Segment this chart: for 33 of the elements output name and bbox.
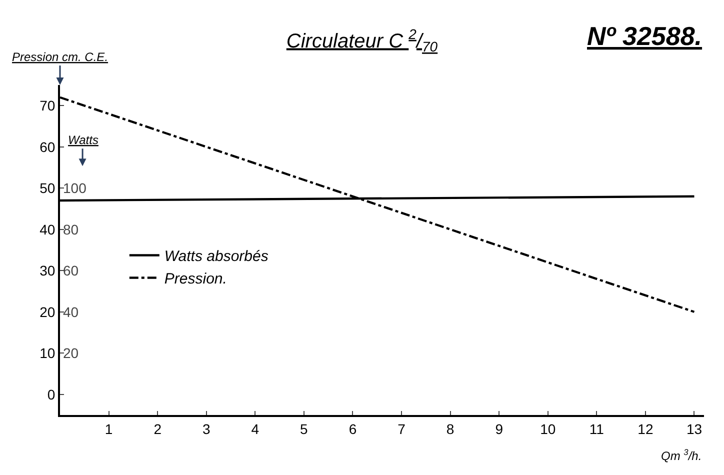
y2-tick-label: 20 (63, 345, 79, 362)
x-tick-label: 9 (495, 420, 504, 437)
y-tick-label: 30 (40, 262, 56, 279)
y2-tick-label: 100 (63, 180, 87, 196)
x-tick-label: 5 (300, 420, 308, 437)
y2-tick-label: 60 (63, 262, 79, 279)
y2-tick-label: 80 (63, 221, 79, 238)
legend-label: Pression. (164, 270, 227, 288)
y-tick-label: 70 (40, 98, 56, 114)
x-tick-label: 13 (686, 420, 702, 437)
y2-axis-title: Watts (68, 133, 98, 147)
x-tick-label: 6 (348, 420, 357, 437)
y-tick-label: 50 (40, 180, 56, 196)
y2-tick-label: 40 (63, 304, 79, 320)
x-tick-label: 10 (540, 420, 556, 437)
x-tick-label: 4 (251, 420, 260, 437)
x-tick-label: 8 (446, 420, 454, 437)
y-tick-label: 60 (40, 138, 56, 155)
y-axis-title: Pression cm. C.E. (12, 50, 108, 64)
x-tick-label: 2 (154, 420, 162, 437)
x-tick-label: 11 (589, 420, 604, 437)
chart-title: Circulateur C $^{2}$/$_{70}$ (286, 26, 438, 54)
x-tick-label: 1 (104, 420, 113, 437)
text: Nº 32588. (587, 21, 702, 51)
y-tick-label: 20 (40, 304, 56, 320)
y-tick-label: 40 (40, 221, 56, 238)
x-tick-label: 12 (638, 420, 654, 437)
x-tick-label: 3 (202, 420, 210, 437)
x-tick-label: 7 (398, 420, 406, 437)
y-tick-label: 10 (40, 345, 56, 362)
y-tick-label: 0 (47, 386, 56, 402)
x-axis-title: Qm $^{3}$/h. (661, 447, 702, 464)
legend-label: Watts absorbés (164, 248, 269, 266)
